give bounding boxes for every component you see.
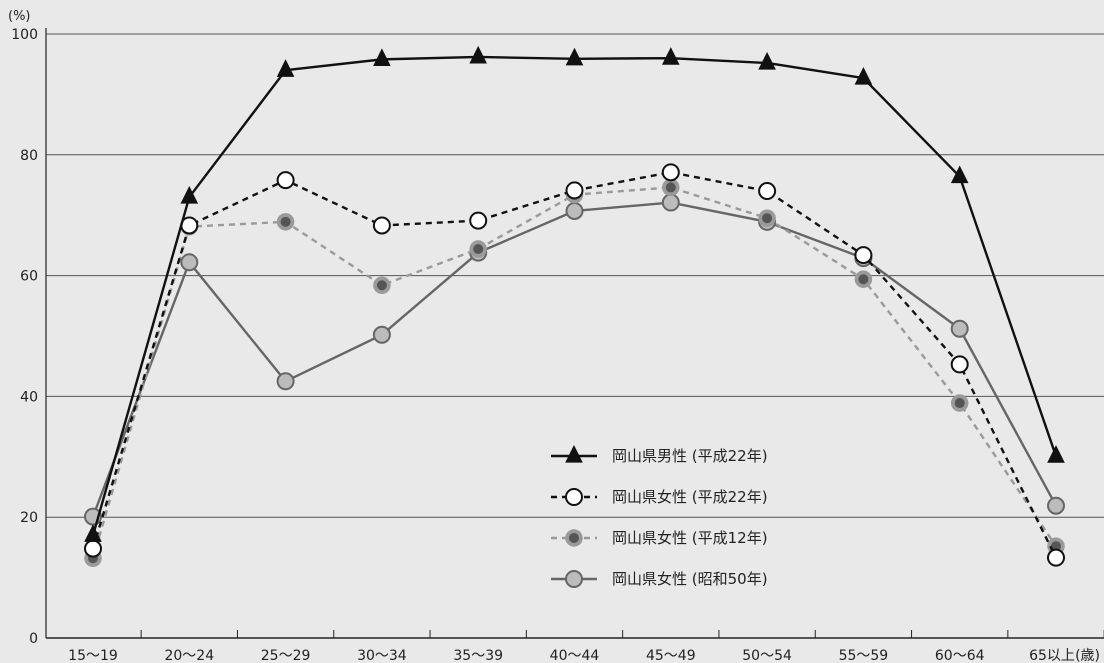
x-unit-label: (歳) — [1075, 648, 1100, 663]
x-tick-label: 60〜64 — [935, 648, 985, 663]
data-point — [469, 240, 487, 258]
legend-label: 岡山県女性 (平成12年) — [612, 529, 768, 547]
data-point — [661, 163, 680, 182]
data-point — [1047, 496, 1065, 515]
legend-label: 岡山県女性 (昭和50年) — [612, 570, 768, 588]
data-point — [276, 372, 295, 391]
series-line-4 — [91, 201, 1058, 518]
data-point — [372, 325, 391, 344]
data-point — [758, 51, 776, 70]
data-point — [661, 193, 680, 212]
data-point — [276, 171, 295, 190]
data-point — [662, 178, 680, 197]
x-tick-label: 40〜44 — [550, 648, 600, 663]
axes — [45, 28, 1104, 638]
y-unit-label: (%) — [8, 9, 31, 24]
x-tick-label: 55〜59 — [839, 648, 889, 663]
series-4 — [84, 193, 1065, 526]
y-tick-label: 80 — [20, 148, 38, 164]
legend: 岡山県男性 (平成22年) 岡山県女性 (平成22年) 岡山県女性 (平成12年) 岡… — [551, 444, 768, 588]
data-point — [854, 246, 873, 265]
x-tick-label: 25〜29 — [261, 648, 311, 663]
data-point — [758, 182, 777, 201]
data-point — [372, 216, 391, 235]
series-lines — [84, 45, 1065, 568]
x-tick-label: 65以上 — [1029, 648, 1075, 663]
data-point — [565, 181, 584, 200]
data-point — [84, 524, 102, 542]
data-point — [373, 48, 391, 66]
data-point — [565, 201, 584, 220]
y-tick-label: 100 — [11, 27, 38, 43]
data-point — [854, 67, 873, 85]
y-tick-label: 20 — [20, 510, 38, 526]
legend-marker — [565, 488, 583, 506]
series-line-2 — [91, 171, 1058, 559]
x-tick-label: 35〜39 — [453, 648, 503, 663]
x-tick-label: 50〜54 — [742, 648, 792, 663]
series-1 — [84, 45, 1065, 542]
legend-item: 岡山県男性 (平成22年) — [551, 444, 768, 465]
data-point — [180, 253, 199, 272]
legend-label: 岡山県男性 (平成22年) — [612, 447, 768, 465]
legend-item: 岡山県女性 (平成12年) — [551, 529, 768, 547]
x-tick-label: 15〜19 — [68, 648, 118, 663]
x-tick-label: 20〜24 — [164, 648, 214, 663]
data-point — [180, 186, 199, 204]
data-point — [1047, 445, 1065, 463]
data-point — [661, 47, 680, 65]
data-point — [950, 394, 969, 412]
legend-item: 岡山県女性 (平成22年) — [551, 488, 768, 506]
y-tick-label: 60 — [20, 269, 38, 285]
data-point — [84, 539, 102, 558]
tick-labels: 0 20 40 60 80 100 (%) 15〜19 20〜24 25〜29 30〜34 35〜39… — [8, 9, 1100, 663]
legend-marker — [565, 444, 583, 463]
grid-lines — [46, 33, 1104, 639]
data-point — [854, 270, 873, 288]
data-point — [950, 319, 969, 338]
y-tick-label: 0 — [29, 631, 38, 647]
data-point — [565, 47, 584, 66]
legend-label: 岡山県女性 (平成22年) — [612, 488, 768, 506]
data-point — [1047, 548, 1065, 567]
data-point — [950, 165, 969, 184]
legend-item: 岡山県女性 (昭和50年) — [551, 570, 768, 588]
x-tick-label: 30〜34 — [357, 648, 407, 663]
legend-marker — [565, 570, 583, 588]
data-point — [950, 355, 969, 374]
data-point — [758, 209, 776, 227]
series-2 — [84, 163, 1065, 567]
data-point — [373, 276, 391, 295]
y-tick-label: 40 — [20, 389, 38, 405]
data-point — [276, 213, 295, 231]
series-3 — [84, 178, 1065, 568]
data-point — [276, 59, 295, 77]
data-point — [469, 45, 488, 64]
series-line-1 — [91, 55, 1058, 536]
data-point — [469, 211, 488, 230]
legend-marker — [565, 529, 583, 547]
x-tick-label: 45〜49 — [646, 648, 696, 663]
